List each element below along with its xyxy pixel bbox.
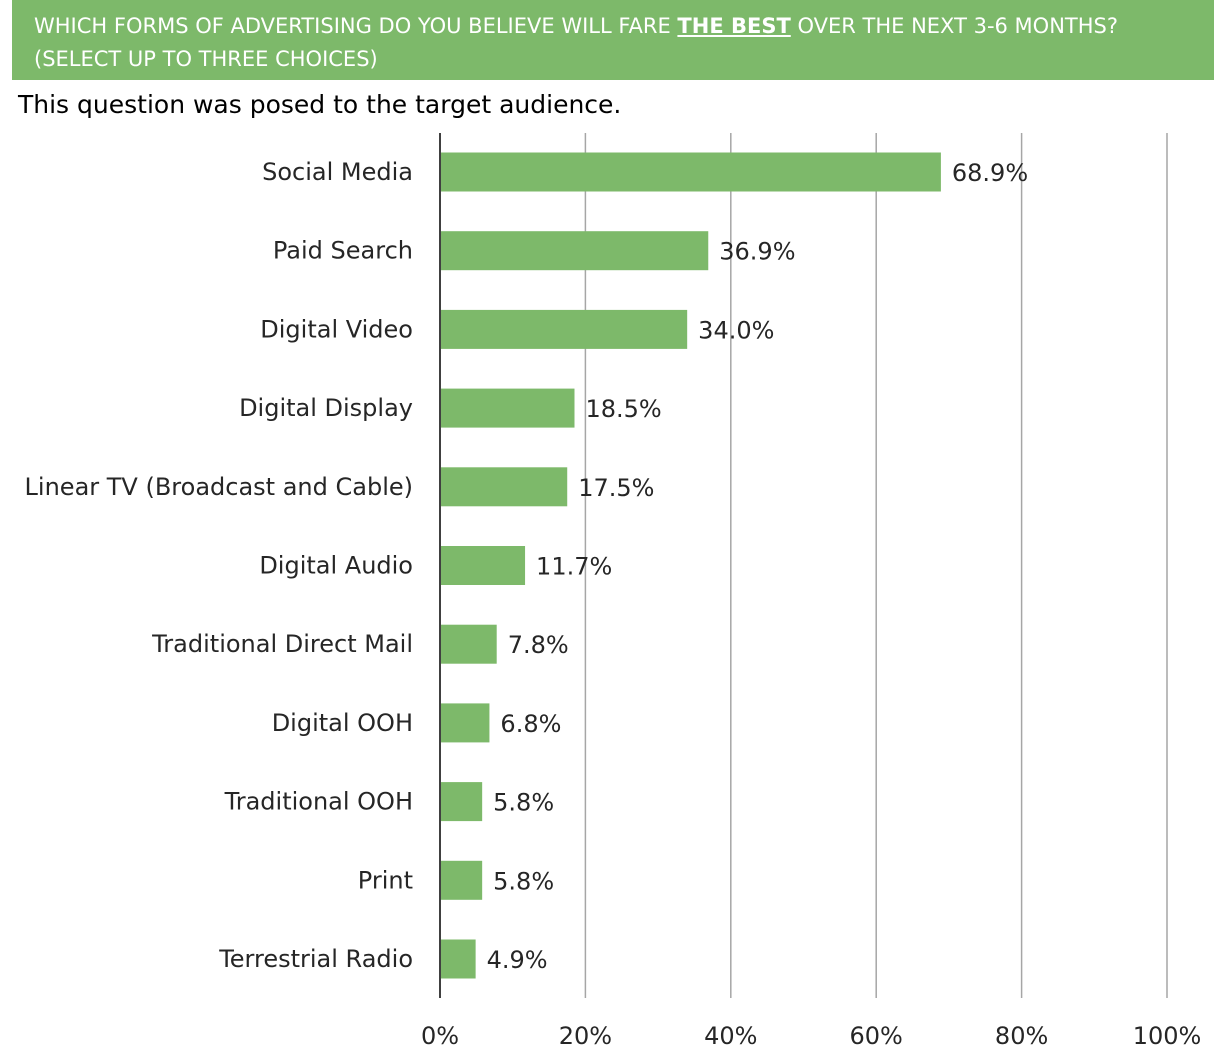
bar (440, 388, 575, 428)
category-label: Social Media (262, 158, 413, 186)
bar (440, 703, 490, 743)
bar (440, 939, 476, 979)
title-highlight: THE BEST (677, 14, 791, 38)
bar (440, 231, 709, 271)
chart-title-line1: WHICH FORMS OF ADVERTISING DO YOU BELIEV… (34, 10, 1214, 43)
x-tick-label: 100% (1133, 1022, 1202, 1050)
bar (440, 309, 688, 349)
category-label: Traditional OOH (224, 788, 413, 816)
bar (440, 546, 526, 585)
value-label: 6.8% (500, 710, 561, 738)
title-text-before: WHICH FORMS OF ADVERTISING DO YOU BELIEV… (34, 14, 678, 38)
value-label: 18.5% (585, 395, 661, 423)
value-label: 34.0% (698, 316, 774, 344)
category-label: Terrestrial Radio (218, 945, 413, 973)
chart-title-line2: (SELECT UP TO THREE CHOICES) (34, 47, 378, 71)
value-label: 5.8% (493, 789, 554, 817)
category-label: Print (358, 866, 413, 894)
bar (440, 152, 941, 192)
category-label: Digital Video (260, 315, 413, 343)
value-label: 5.8% (493, 867, 554, 895)
x-tick-label: 80% (995, 1022, 1048, 1050)
bar (440, 782, 483, 822)
category-label: Digital OOH (272, 709, 413, 737)
category-label: Paid Search (273, 237, 413, 265)
title-text-after: OVER THE NEXT 3-6 MONTHS? (790, 14, 1119, 38)
chart-header: WHICH FORMS OF ADVERTISING DO YOU BELIEV… (12, 0, 1214, 80)
x-tick-label: 20% (559, 1022, 612, 1050)
value-label: 7.8% (508, 631, 569, 659)
bar (440, 860, 483, 900)
x-tick-label: 60% (850, 1022, 903, 1050)
category-label: Linear TV (Broadcast and Cable) (25, 473, 413, 501)
value-label: 11.7% (536, 553, 612, 581)
bar (440, 467, 568, 507)
value-label: 17.5% (578, 474, 654, 502)
x-tick-label: 0% (421, 1022, 459, 1050)
category-label: Digital Audio (259, 552, 413, 580)
chart-subtitle: This question was posed to the target au… (18, 90, 622, 119)
value-label: 36.9% (719, 238, 795, 266)
bar (440, 624, 497, 664)
category-label: Traditional Direct Mail (151, 630, 413, 658)
category-label: Digital Display (239, 394, 413, 422)
value-label: 68.9% (952, 159, 1028, 187)
value-label: 4.9% (487, 946, 548, 974)
x-tick-label: 40% (704, 1022, 757, 1050)
